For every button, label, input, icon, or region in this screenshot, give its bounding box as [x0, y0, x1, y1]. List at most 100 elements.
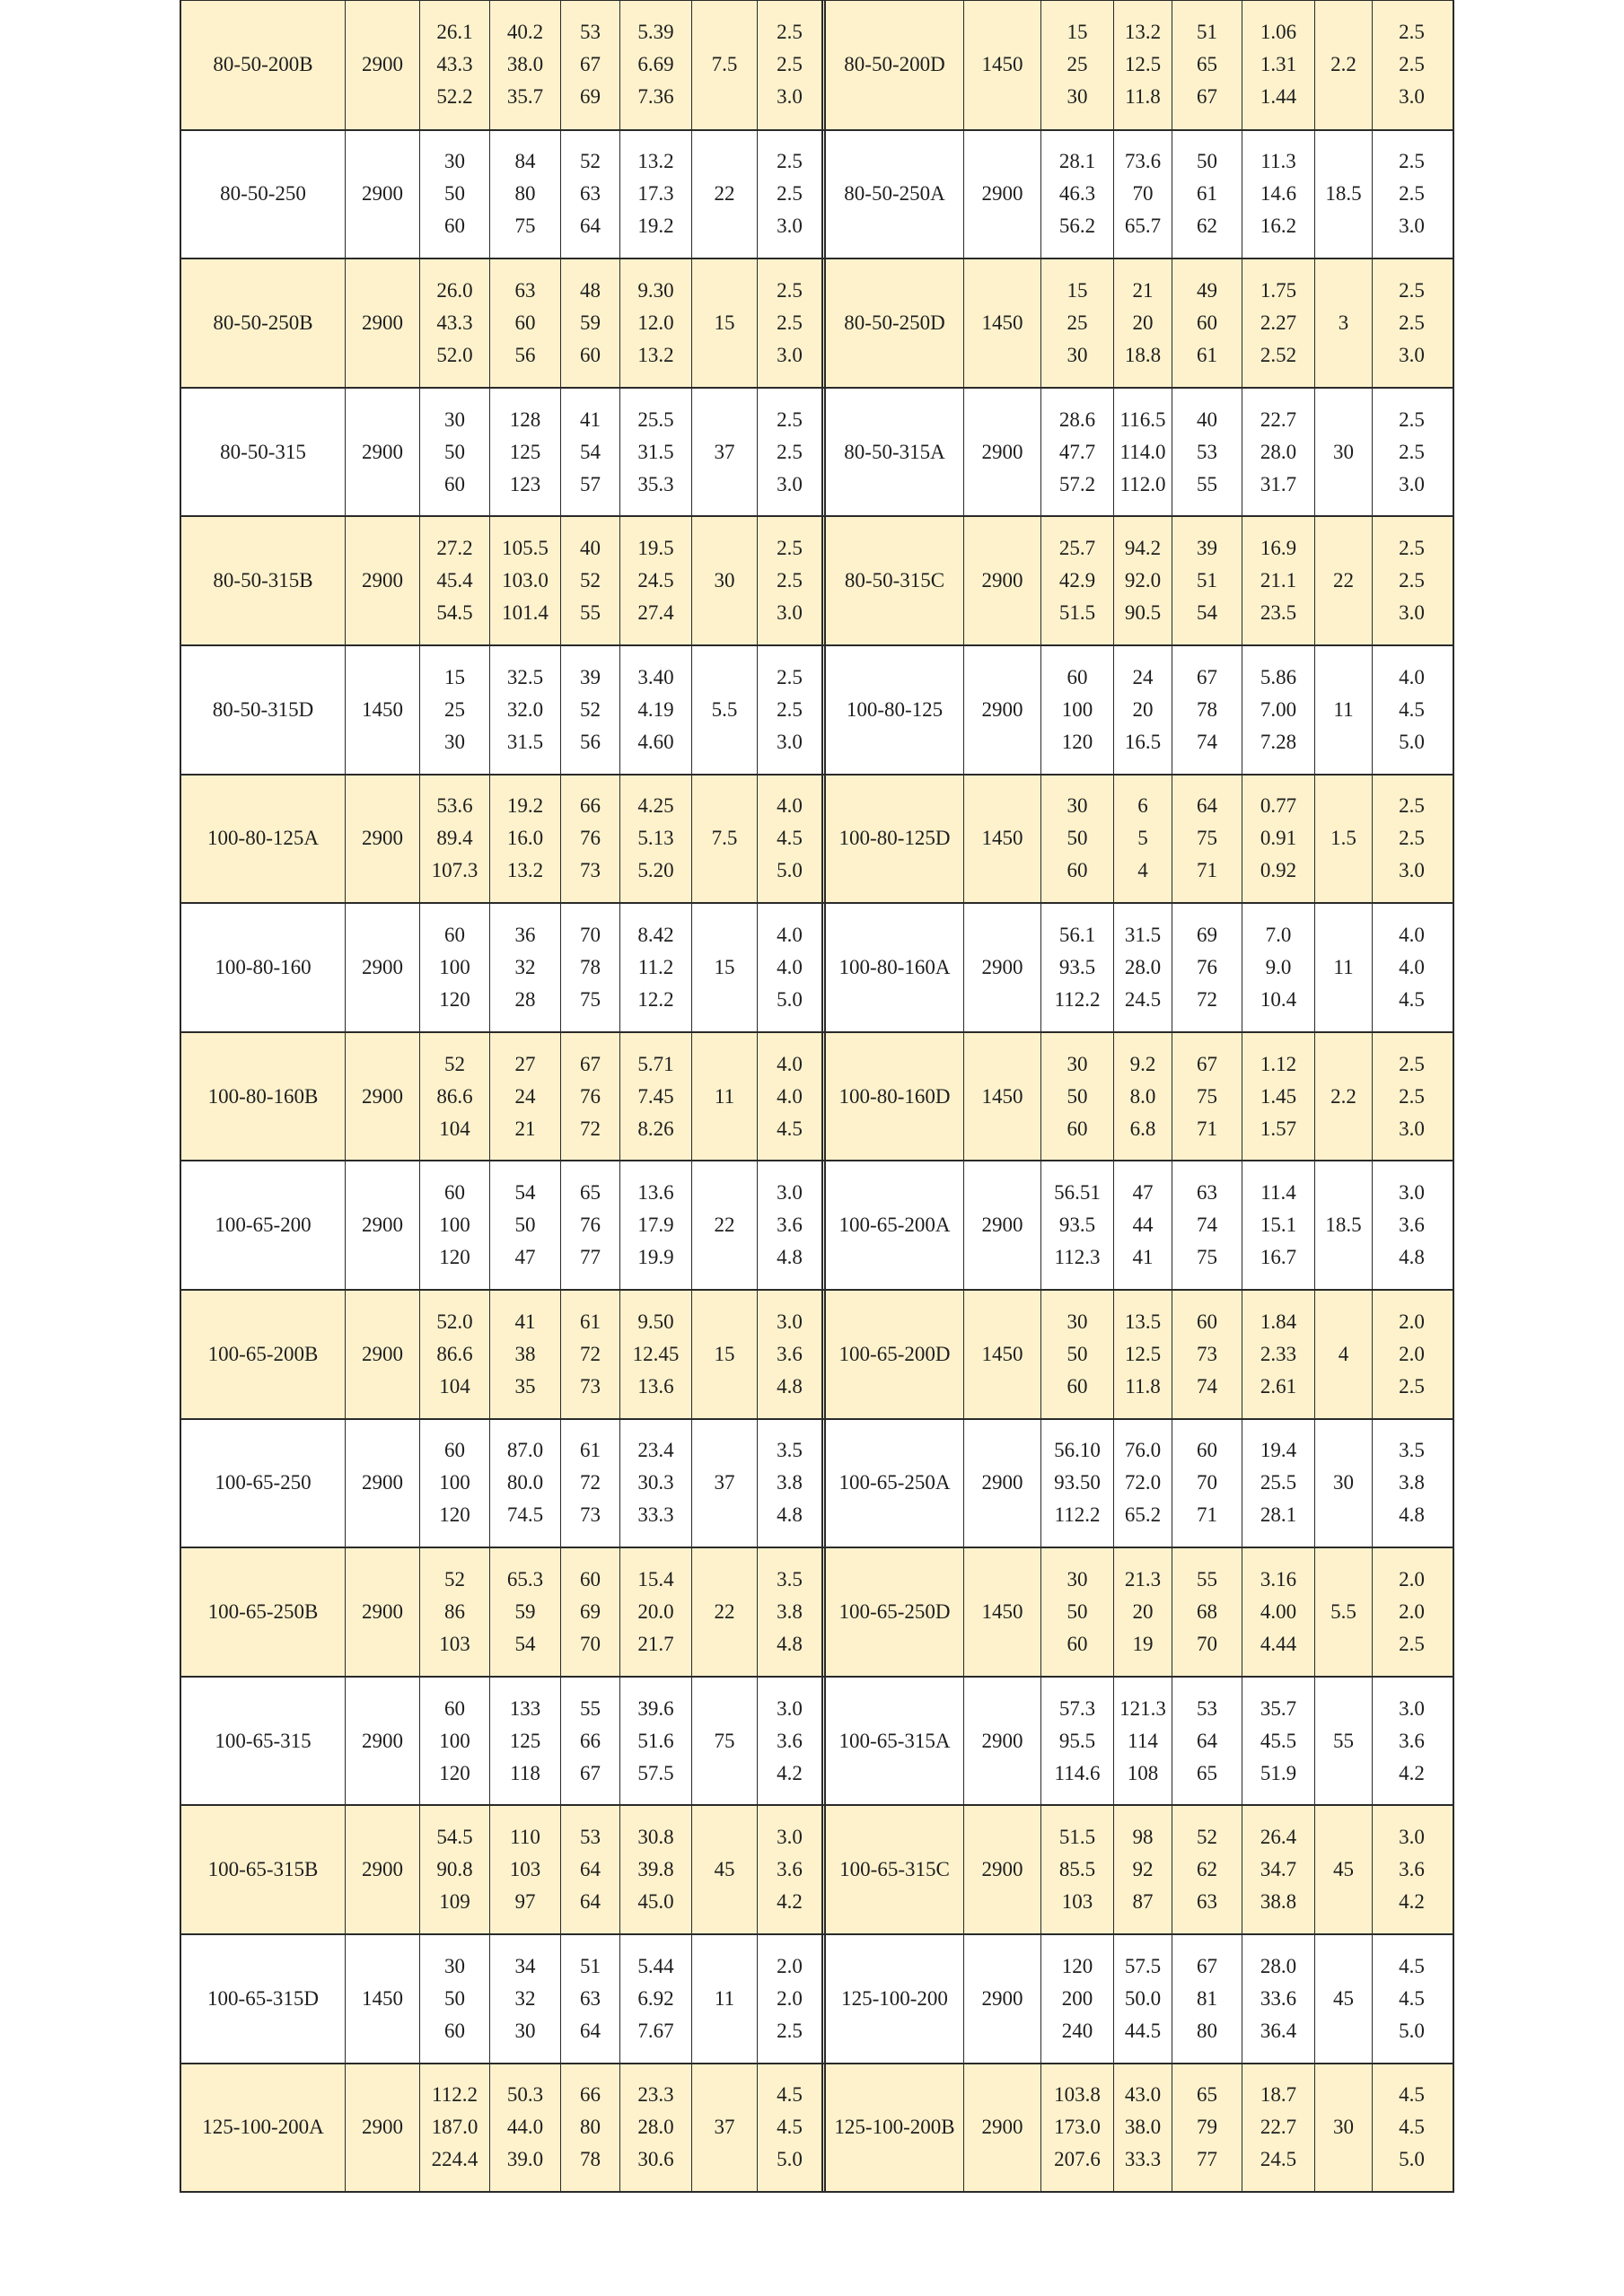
- eff-value: 62: [1197, 215, 1217, 238]
- npsh-value: 4.2: [1399, 1761, 1425, 1784]
- eff-value: 78: [580, 2148, 601, 2171]
- npsh-cell: 2.0 2.0 2.5: [1373, 1548, 1451, 1676]
- head-value: 20: [1132, 311, 1154, 334]
- flow-cell: 30 50 60: [1041, 1290, 1114, 1418]
- model-value: 100-80-125A: [207, 827, 319, 850]
- head-value: 80.0: [506, 1471, 544, 1494]
- head-value: 84: [514, 150, 536, 173]
- head-value: 133: [509, 1696, 541, 1720]
- speed-value: 2900: [362, 1084, 403, 1108]
- speed-value: 2900: [981, 697, 1023, 721]
- head-cell: 84 80 75: [490, 130, 561, 259]
- eff-value: 64: [1197, 794, 1217, 818]
- shaft-cell: 35.7 45.5 51.9: [1242, 1677, 1315, 1805]
- eff-value: 78: [1197, 697, 1217, 721]
- motor-cell: 37: [692, 2064, 758, 2192]
- shaft-cell: 8.42 11.2 12.2: [620, 904, 692, 1031]
- eff-value: 55: [1197, 1567, 1217, 1591]
- npsh-value: 4.5: [1399, 2116, 1425, 2139]
- npsh-value: 2.5: [777, 278, 803, 302]
- npsh-value: 4.0: [777, 1084, 803, 1108]
- model-value: 100-65-200D: [838, 1342, 951, 1365]
- shaft-value: 20.0: [637, 1599, 674, 1623]
- model-value: 80-50-315A: [844, 440, 945, 463]
- eff-value: 67: [580, 1052, 601, 1075]
- head-cell: 105.5 103.0 101.4: [490, 517, 561, 644]
- eff-cell: 51 63 64: [561, 1934, 620, 2063]
- flow-value: 52.0: [436, 343, 473, 366]
- head-cell: 13.2 12.5 11.8: [1114, 1, 1172, 129]
- eff-cell: 65 79 77: [1172, 2064, 1242, 2192]
- npsh-cell: 2.0 2.0 2.5: [1373, 1291, 1451, 1418]
- shaft-value: 25.5: [637, 407, 674, 431]
- eff-cell: 50 61 62: [1172, 130, 1242, 259]
- shaft-value: 39.6: [637, 1696, 674, 1720]
- eff-cell: 40 53 55: [1172, 388, 1242, 516]
- eff-value: 63: [1197, 1890, 1217, 1914]
- motor-value: 45: [714, 1858, 735, 1881]
- shaft-cell: 15.4 20.0 21.7: [620, 1548, 692, 1676]
- head-value: 97: [514, 1890, 536, 1914]
- shaft-cell: 39.6 51.6 57.5: [620, 1677, 692, 1805]
- eff-value: 54: [580, 440, 601, 463]
- npsh-value: 4.8: [777, 1374, 803, 1398]
- head-cell: 73.6 70 65.7: [1114, 130, 1172, 259]
- npsh-value: 2.5: [1399, 150, 1425, 173]
- shaft-cell: 19.4 25.5 28.1: [1242, 1419, 1315, 1547]
- eff-value: 39: [1197, 537, 1217, 560]
- npsh-cell: 2.5 2.5 3.0: [758, 517, 826, 644]
- shaft-value: 3.40: [637, 665, 674, 688]
- npsh-cell: 3.0 3.6 4.2: [758, 1677, 826, 1805]
- speed-value: 2900: [981, 1986, 1023, 2010]
- motor-value: 1.5: [1330, 827, 1356, 850]
- npsh-value: 2.5: [1399, 1374, 1425, 1398]
- flow-cell: 53.6 89.4 107.3: [420, 775, 490, 903]
- head-value: 87.0: [506, 1439, 544, 1462]
- flow-value: 120: [439, 987, 470, 1011]
- model-cell: 100-65-315A: [826, 1677, 964, 1805]
- flow-value: 25: [444, 697, 465, 721]
- head-value: 116.5: [1119, 407, 1166, 431]
- flow-value: 120: [1061, 730, 1093, 753]
- npsh-cell: 2.5 2.5 3.0: [758, 645, 826, 774]
- speed-value: 2900: [362, 827, 403, 850]
- shaft-cell: 1.06 1.31 1.44: [1242, 1, 1315, 129]
- motor-value: 37: [714, 2116, 735, 2139]
- shaft-cell: 16.9 21.1 23.5: [1242, 517, 1315, 644]
- speed-cell: 2900: [346, 1677, 420, 1805]
- npsh-value: 4.8: [777, 1632, 803, 1655]
- shaft-cell: 23.4 30.3 33.3: [620, 1419, 692, 1547]
- shaft-value: 1.31: [1260, 53, 1297, 76]
- shaft-value: 10.4: [1260, 987, 1297, 1011]
- model-value: 100-80-160D: [838, 1084, 951, 1108]
- shaft-value: 18.7: [1260, 2083, 1297, 2107]
- eff-value: 64: [580, 1890, 601, 1914]
- head-value: 20: [1132, 1599, 1154, 1623]
- head-cell: 32.5 32.0 31.5: [490, 645, 561, 774]
- head-value: 110: [510, 1826, 540, 1849]
- shaft-value: 6.92: [637, 1986, 674, 2010]
- flow-value: 52.2: [436, 85, 473, 109]
- eff-value: 51: [1197, 21, 1217, 44]
- eff-cell: 53 64 64: [561, 1806, 620, 1933]
- head-value: 6: [1137, 794, 1148, 818]
- eff-value: 75: [1197, 1084, 1217, 1108]
- eff-cell: 39 51 54: [1172, 517, 1242, 644]
- table-row: 100-65-315B 2900 54.5 90.8 109 110 103 97 53 64 64…: [181, 1804, 1453, 1933]
- speed-cell: 2900: [346, 904, 420, 1031]
- motor-cell: 30: [1315, 2064, 1373, 2192]
- flow-value: 47.7: [1058, 440, 1096, 463]
- motor-cell: 30: [1315, 1419, 1373, 1547]
- model-cell: 100-65-200A: [826, 1161, 964, 1289]
- motor-cell: 15: [692, 1290, 758, 1418]
- npsh-cell: 4.5 4.5 5.0: [1373, 1935, 1451, 2063]
- npsh-value: 4.0: [777, 1052, 803, 1075]
- table-row: 100-80-160B 2900 52 86.6 104 27 24 21 67 76 72 5.71…: [181, 1030, 1453, 1161]
- npsh-value: 4.2: [777, 1890, 803, 1914]
- motor-cell: 3: [1315, 259, 1373, 387]
- eff-value: 70: [580, 923, 601, 946]
- shaft-value: 17.9: [637, 1214, 674, 1237]
- head-value: 73.6: [1124, 150, 1162, 173]
- eff-value: 51: [1197, 569, 1217, 592]
- eff-value: 69: [1197, 923, 1217, 946]
